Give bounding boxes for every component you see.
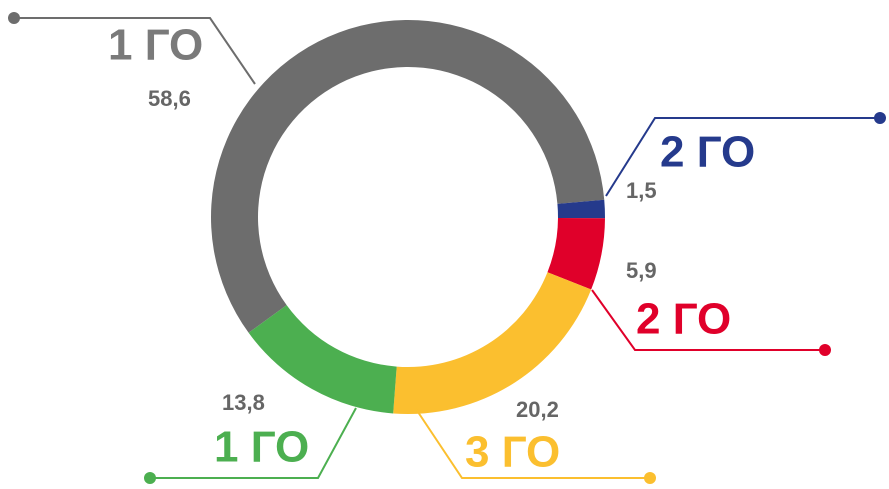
leader-dot (8, 12, 20, 24)
leader-line (150, 407, 357, 479)
leader-dot (874, 112, 886, 124)
value-label: 5,9 (626, 258, 657, 283)
donut-segment (547, 217, 605, 290)
value-label: 20,2 (516, 397, 559, 422)
leader-line (415, 408, 650, 479)
leader-dot (644, 472, 656, 484)
value-label: 1,5 (626, 178, 657, 203)
category-label: 1 ГО (214, 423, 309, 472)
donut-segment (211, 20, 605, 333)
category-label: 3 ГО (465, 428, 560, 477)
category-label: 2 ГО (636, 295, 731, 344)
leader-dot (819, 344, 831, 356)
value-label: 13,8 (222, 390, 265, 415)
category-label: 2 ГО (660, 128, 755, 177)
donut-segment (393, 272, 592, 414)
leader-line (591, 289, 825, 351)
donut-segment (248, 305, 397, 414)
leader-dot (144, 472, 156, 484)
leader-line (14, 17, 256, 85)
value-label: 58,6 (148, 86, 191, 111)
leader-line (605, 117, 880, 197)
category-label: 1 ГО (108, 21, 203, 70)
donut-segment (557, 199, 605, 219)
